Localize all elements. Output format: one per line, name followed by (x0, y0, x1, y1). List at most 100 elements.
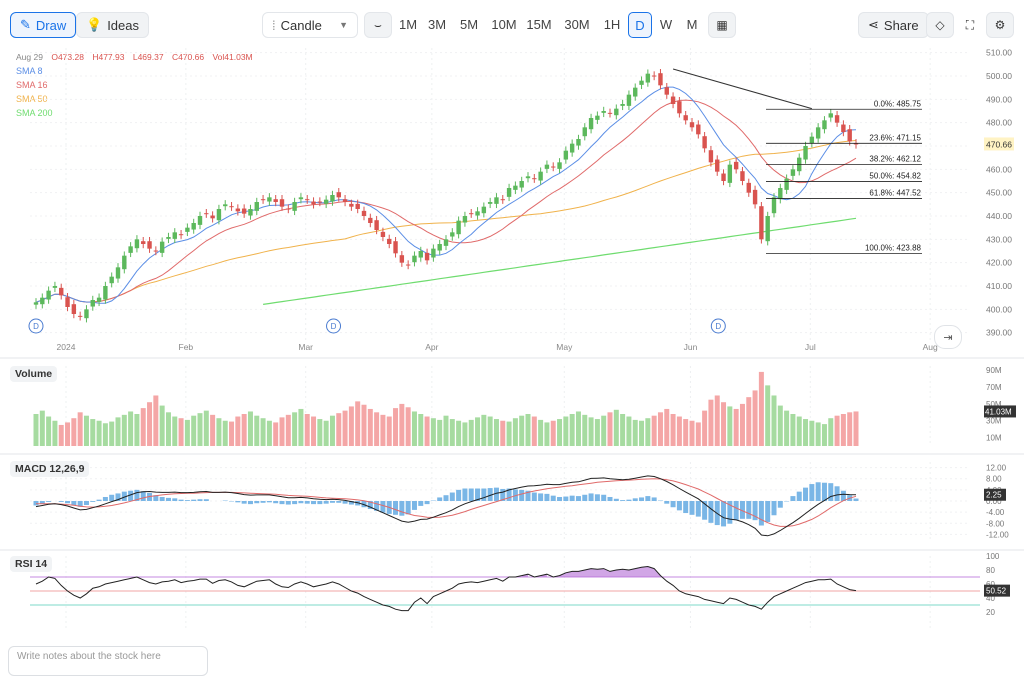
x-tick-label: Mar (298, 342, 313, 352)
candle-body (97, 298, 101, 302)
volume-bar (330, 416, 335, 446)
volume-bar (393, 408, 398, 446)
candle-body (299, 197, 303, 199)
macd-histogram-bar (40, 501, 45, 504)
last-rsi-label: 50.52 (986, 587, 1007, 596)
candle-body (753, 190, 757, 204)
volume-bar (614, 410, 619, 446)
volume-bar (677, 417, 682, 446)
volume-bar (254, 416, 259, 446)
volume-bar (582, 415, 587, 446)
macd-histogram-bar (790, 496, 795, 501)
volume-bar (34, 414, 39, 446)
volume-bar (52, 421, 57, 446)
volume-bar (324, 421, 329, 446)
candle-body (532, 178, 536, 179)
volume-bar (185, 420, 190, 446)
macd-histogram-bar (418, 501, 423, 506)
candle-body (393, 241, 397, 253)
candle-body (84, 309, 88, 318)
volume-bar (90, 419, 95, 446)
volume-bar (708, 400, 713, 446)
candle-body (412, 256, 416, 263)
volume-bar (406, 407, 411, 446)
macd-histogram-bar (330, 501, 335, 503)
volume-bar (790, 414, 795, 446)
macd-histogram-bar (261, 501, 266, 503)
volume-bar (532, 417, 537, 446)
volume-bar (298, 409, 303, 446)
candle-body (191, 223, 195, 230)
candle-body (791, 169, 795, 176)
candle-body (185, 228, 189, 232)
macd-histogram-bar (481, 489, 486, 501)
volume-bar (418, 414, 423, 446)
volume-bar (343, 411, 348, 446)
candle-body (255, 202, 259, 211)
volume-bar (286, 415, 291, 446)
volume-bar (721, 402, 726, 446)
macd-histogram-bar (185, 500, 190, 501)
macd-histogram-bar (822, 483, 827, 501)
candle-body (355, 204, 359, 209)
macd-histogram-bar (601, 495, 606, 501)
macd-histogram-bar (620, 500, 625, 501)
volume-tick-label: 70M (986, 383, 1002, 392)
volume-bar (759, 372, 764, 446)
candle-body (683, 115, 687, 120)
macd-histogram-bar (544, 494, 549, 501)
candle-body (690, 122, 694, 127)
fib-level-label: 100.0%: 423.88 (865, 244, 922, 253)
volume-bar (690, 421, 695, 446)
volume-bar (608, 412, 613, 446)
candle-body (658, 73, 662, 85)
go-to-latest-button[interactable]: ⇥ (934, 325, 962, 349)
candle-body (627, 95, 631, 106)
volume-bar (841, 414, 846, 446)
candle-body (59, 288, 63, 295)
candle-body (34, 302, 38, 304)
candle-body (40, 298, 44, 305)
macd-histogram-bar (166, 498, 171, 501)
candle-body (551, 167, 555, 168)
macd-histogram-bar (336, 501, 341, 503)
volume-bar (507, 422, 512, 446)
candle-body (267, 197, 271, 201)
volume-bar (563, 417, 568, 446)
volume-bar (160, 406, 165, 446)
volume-bar (475, 417, 480, 446)
volume-bar (317, 419, 322, 446)
candle-body (280, 199, 284, 206)
volume-bar (103, 423, 108, 446)
rsi-tick-label: 20 (986, 608, 995, 617)
candle-body (715, 160, 719, 172)
volume-bar (601, 416, 606, 446)
macd-histogram-bar (444, 495, 449, 501)
volume-bar (122, 415, 127, 446)
volume-bar (267, 421, 272, 446)
candle-body (829, 113, 833, 117)
volume-bar (336, 413, 341, 446)
candle-body (387, 239, 391, 244)
x-tick-label: Jun (684, 342, 698, 352)
macd-histogram-bar (664, 501, 669, 504)
rsi-tick-label: 80 (986, 566, 995, 575)
candle-body (810, 137, 814, 144)
candle-body (128, 246, 132, 253)
volume-bar (71, 418, 76, 446)
macd-histogram-bar (84, 501, 89, 505)
candle-body (374, 220, 378, 230)
candle-body (154, 251, 158, 252)
macd-histogram-bar (305, 501, 310, 504)
macd-histogram-bar (690, 501, 695, 515)
macd-tick-label: 12.00 (986, 464, 1007, 473)
candle-body (696, 125, 700, 135)
macd-histogram-bar (267, 501, 272, 502)
candle-body (665, 87, 669, 94)
notes-input[interactable]: Write notes about the stock here (8, 646, 208, 676)
volume-bar (374, 412, 379, 446)
macd-histogram-bar (759, 501, 764, 526)
price-tick-label: 510.00 (986, 48, 1012, 58)
